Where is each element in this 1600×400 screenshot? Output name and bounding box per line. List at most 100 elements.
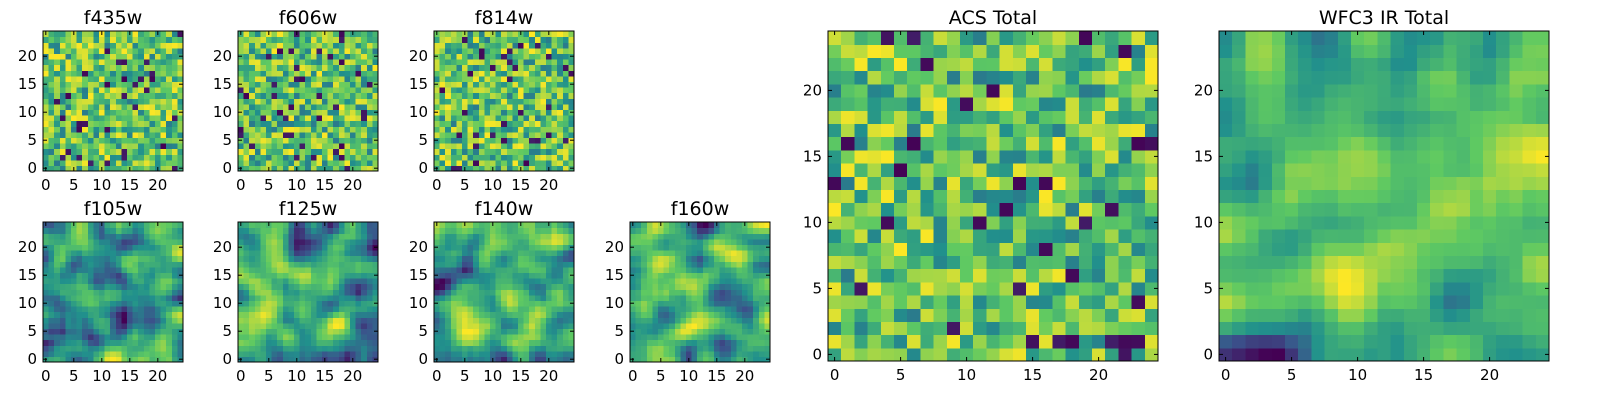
heatmap-cell (127, 345, 134, 352)
heatmap-cell (65, 53, 72, 60)
heatmap-cell (238, 143, 245, 150)
heatmap-cell (490, 53, 497, 60)
heatmap-cell (338, 317, 345, 324)
heatmap-cell (1092, 176, 1106, 190)
heatmap-cell (557, 266, 564, 273)
heatmap-cell (87, 59, 94, 66)
heatmap-cell (288, 64, 295, 71)
heatmap-cell (635, 322, 642, 329)
heatmap-cell (249, 126, 256, 133)
heatmap-cell (115, 36, 122, 43)
heatmap-cell (166, 143, 173, 150)
heatmap-cell (920, 229, 935, 243)
heatmap-cell (271, 300, 278, 307)
heatmap-cell (143, 75, 150, 82)
heatmap-cell (484, 64, 491, 71)
heatmap-cell (562, 47, 569, 54)
heatmap-cell (434, 103, 441, 110)
heatmap-cell (646, 283, 653, 290)
heatmap-cell (529, 322, 536, 329)
heatmap-cell (1012, 202, 1027, 217)
heatmap-cell (933, 242, 948, 256)
heatmap-cell (277, 154, 284, 161)
heatmap-cell (478, 42, 485, 49)
heatmap-cell (54, 266, 61, 273)
heatmap-cell (138, 227, 145, 234)
heatmap-cell (523, 278, 530, 285)
heatmap-cell (54, 148, 61, 155)
heatmap-cell (59, 53, 66, 60)
heatmap-cell (115, 261, 122, 268)
heatmap-cell (166, 53, 173, 60)
heatmap-cell (652, 272, 659, 279)
heatmap-cell (110, 75, 117, 82)
heatmap-cell (355, 143, 362, 150)
heatmap-cell (238, 64, 245, 71)
heatmap-cell (260, 233, 267, 240)
heatmap-cell (568, 311, 575, 318)
heatmap-cell (65, 255, 72, 262)
heatmap-cell (764, 350, 771, 357)
heatmap-cell (1144, 215, 1159, 230)
heatmap-cell (445, 294, 452, 301)
heatmap-cell (361, 143, 368, 150)
heatmap-cell (149, 148, 156, 155)
heatmap-cell (658, 278, 665, 285)
heatmap-cell (155, 311, 162, 318)
heatmap-cell (652, 289, 659, 296)
heatmap-cell (635, 222, 642, 229)
heatmap-cell (59, 115, 66, 122)
heatmap-cell (171, 81, 178, 88)
heatmap-cell (316, 283, 323, 290)
heatmap-cell (132, 59, 139, 66)
heatmap-cell (327, 322, 334, 329)
heatmap-cell (725, 334, 732, 341)
heatmap-cell (562, 339, 569, 346)
heatmap-cell (344, 42, 351, 49)
heatmap-cell (708, 250, 715, 257)
heatmap-cell (166, 300, 173, 307)
heatmap-cell (338, 311, 345, 318)
heatmap-cell (166, 255, 173, 262)
x-tick-label: 15 (707, 367, 726, 385)
heatmap-cell (277, 53, 284, 60)
heatmap-cell (534, 98, 541, 105)
heatmap-cell (540, 311, 547, 318)
heatmap-cell (333, 244, 340, 251)
heatmap-cell (506, 87, 513, 94)
heatmap-cell (680, 261, 687, 268)
heatmap-cell (1131, 308, 1146, 322)
heatmap-cell (305, 306, 312, 313)
heatmap-cell (719, 227, 726, 234)
heatmap-cell (132, 250, 139, 257)
heatmap-cell (277, 278, 284, 285)
heatmap-cell (540, 350, 547, 357)
heatmap-cell (322, 339, 329, 346)
heatmap-cell (143, 115, 150, 122)
heatmap-cell (540, 238, 547, 245)
heatmap-cell (462, 255, 469, 262)
heatmap-cell (495, 222, 502, 229)
heatmap-cell (764, 306, 771, 313)
heatmap-cell (121, 120, 128, 127)
heatmap-cell (260, 154, 267, 161)
heatmap-cell (43, 317, 50, 324)
heatmap-cell (462, 300, 469, 307)
heatmap-cell (266, 92, 273, 99)
heatmap-cell (115, 233, 122, 240)
heatmap-cell (467, 148, 474, 155)
heatmap-cell (551, 53, 558, 60)
heatmap-cell (115, 317, 122, 324)
heatmap-cell (87, 165, 94, 172)
heatmap-cell (635, 350, 642, 357)
heatmap-cell (658, 294, 665, 301)
heatmap-cell (445, 148, 452, 155)
heatmap-cell (322, 109, 329, 116)
heatmap-cell (65, 70, 72, 77)
heatmap-cell (434, 70, 441, 77)
heatmap-cell (450, 154, 457, 161)
heatmap-cell (366, 306, 373, 313)
heatmap-cell (294, 255, 301, 262)
heatmap-cell (473, 339, 480, 346)
heatmap-cell (243, 42, 250, 49)
